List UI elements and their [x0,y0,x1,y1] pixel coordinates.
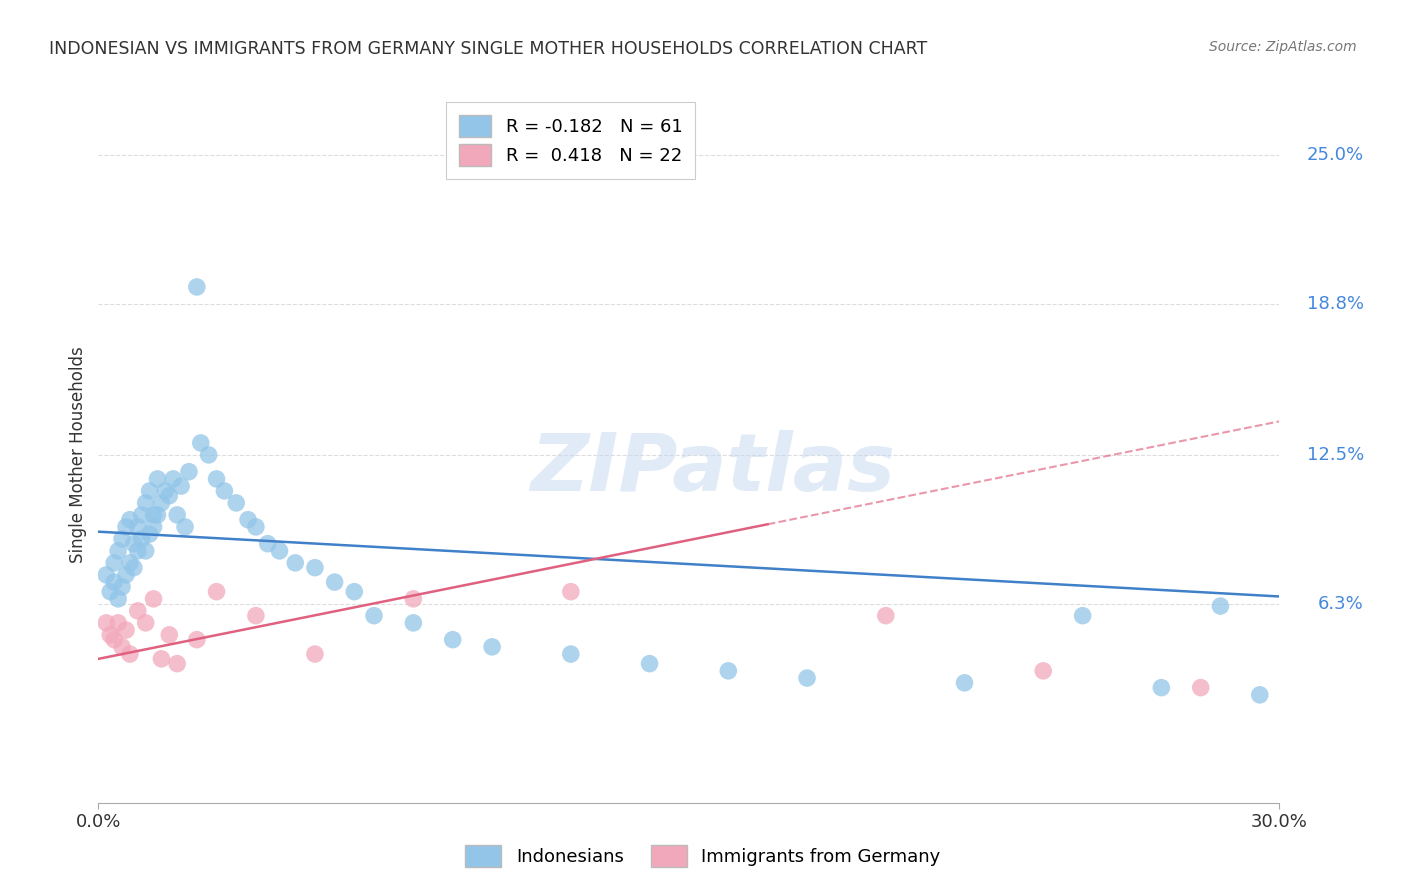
Point [115,567,138,582]
Legend: R = -0.182   N = 61, R =  0.418   N = 22: R = -0.182 N = 61, R = 0.418 N = 22 [446,103,696,178]
Point [98,584,121,599]
Point [162,472,184,486]
Point [131,532,153,546]
Point [214,483,236,498]
Point [205,584,228,599]
Point [1032,664,1054,678]
Point [98,628,121,642]
Point [135,544,157,558]
Point [875,608,897,623]
Point [118,647,141,661]
Point [304,560,326,574]
Point [103,575,125,590]
Point [441,632,464,647]
Point [115,520,138,534]
Point [205,472,228,486]
Point [560,647,582,661]
Text: 6.3%: 6.3% [1317,595,1364,613]
Point [122,560,145,574]
Point [131,508,153,522]
Point [186,280,208,294]
Text: 12.5%: 12.5% [1306,446,1364,464]
Point [190,436,212,450]
Point [1209,599,1232,613]
Point [142,508,165,522]
Point [481,640,503,654]
Point [343,584,366,599]
Point [225,496,247,510]
Point [796,671,818,685]
Point [138,483,160,498]
Point [115,623,138,637]
Point [111,532,134,546]
Legend: Indonesians, Immigrants from Germany: Indonesians, Immigrants from Germany [458,838,948,874]
Point [107,591,129,606]
Point [560,584,582,599]
Point [135,496,157,510]
Point [157,489,180,503]
Point [638,657,661,671]
Point [717,664,740,678]
Point [402,615,425,630]
Point [304,647,326,661]
Point [1150,681,1173,695]
Point [111,640,134,654]
Point [245,608,267,623]
Point [122,537,145,551]
Point [1071,608,1094,623]
Point [96,567,118,582]
Text: 18.8%: 18.8% [1306,294,1364,313]
Point [118,556,141,570]
Point [96,615,118,630]
Y-axis label: Single Mother Households: Single Mother Households [69,347,87,563]
Point [127,544,149,558]
Point [107,544,129,558]
Point [284,556,307,570]
Point [111,580,134,594]
Point [127,520,149,534]
Point [142,591,165,606]
Point [186,632,208,647]
Point [953,676,976,690]
Point [138,527,160,541]
Point [146,508,169,522]
Point [103,556,125,570]
Point [142,520,165,534]
Point [236,513,259,527]
Point [269,544,291,558]
Text: INDONESIAN VS IMMIGRANTS FROM GERMANY SINGLE MOTHER HOUSEHOLDS CORRELATION CHART: INDONESIAN VS IMMIGRANTS FROM GERMANY SI… [49,40,928,58]
Point [127,604,149,618]
Point [103,632,125,647]
Point [256,537,278,551]
Point [177,465,200,479]
Text: Source: ZipAtlas.com: Source: ZipAtlas.com [1209,40,1357,54]
Point [245,520,267,534]
Point [197,448,219,462]
Point [323,575,346,590]
Point [402,591,425,606]
Point [157,628,180,642]
Point [118,513,141,527]
Point [170,479,193,493]
Point [363,608,385,623]
Point [150,496,173,510]
Point [155,483,177,498]
Point [166,657,188,671]
Text: 25.0%: 25.0% [1306,146,1364,164]
Point [166,508,188,522]
Point [146,472,169,486]
Text: ZIPatlas: ZIPatlas [530,430,896,508]
Point [1249,688,1271,702]
Point [107,615,129,630]
Point [135,615,157,630]
Point [1189,681,1212,695]
Point [150,652,173,666]
Point [174,520,197,534]
